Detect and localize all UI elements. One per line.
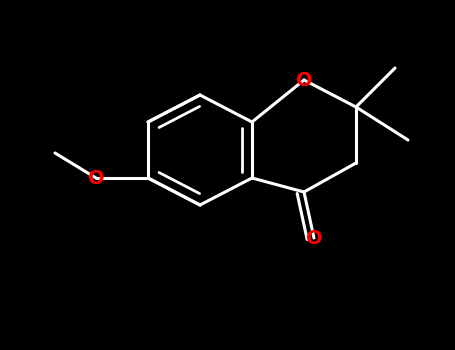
Text: O: O bbox=[88, 168, 104, 188]
Text: O: O bbox=[306, 229, 322, 247]
Text: O: O bbox=[296, 70, 312, 90]
